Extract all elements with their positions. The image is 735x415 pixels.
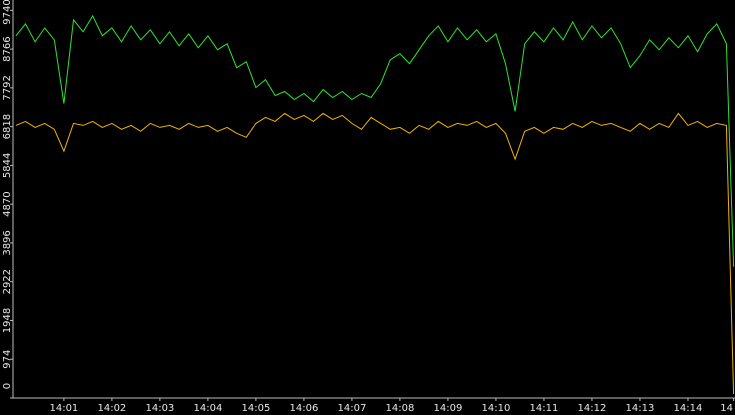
y-tick-label: 4870 (2, 191, 13, 216)
y-tick-label: 3896 (2, 230, 13, 255)
x-tick-label: 14:09 (434, 403, 463, 414)
x-tick-label: 14:05 (241, 403, 270, 414)
y-tick-label: 7792 (2, 75, 13, 100)
x-tick-label: 14:06 (289, 403, 318, 414)
y-tick-label: 9740 (2, 0, 13, 25)
x-tick-label: 14:03 (145, 403, 174, 414)
series-line (15, 112, 735, 395)
x-tick-label: 14:12 (578, 403, 607, 414)
y-tick-label: 1948 (2, 308, 13, 333)
x-tick-label: 14:02 (97, 403, 126, 414)
x-tick-label: 14:13 (626, 403, 655, 414)
x-tick-label: 14:01 (49, 403, 78, 414)
y-tick-label: 0 (2, 383, 13, 389)
y-tick-label: 974 (2, 350, 13, 369)
x-tick-label: 14 (720, 403, 733, 414)
y-tick-label: 8766 (2, 36, 13, 61)
y-tick-label: 2922 (2, 269, 13, 294)
x-tick-label: 14:11 (530, 403, 559, 414)
x-tick-label: 14:14 (674, 403, 703, 414)
y-tick-label: 6818 (2, 114, 13, 139)
series-line (15, 14, 735, 267)
x-tick-label: 14:07 (338, 403, 367, 414)
x-tick-label: 14:08 (386, 403, 415, 414)
x-tick-label: 14:10 (482, 403, 511, 414)
y-tick-label: 5844 (2, 153, 13, 178)
x-tick-label: 14:04 (193, 403, 222, 414)
